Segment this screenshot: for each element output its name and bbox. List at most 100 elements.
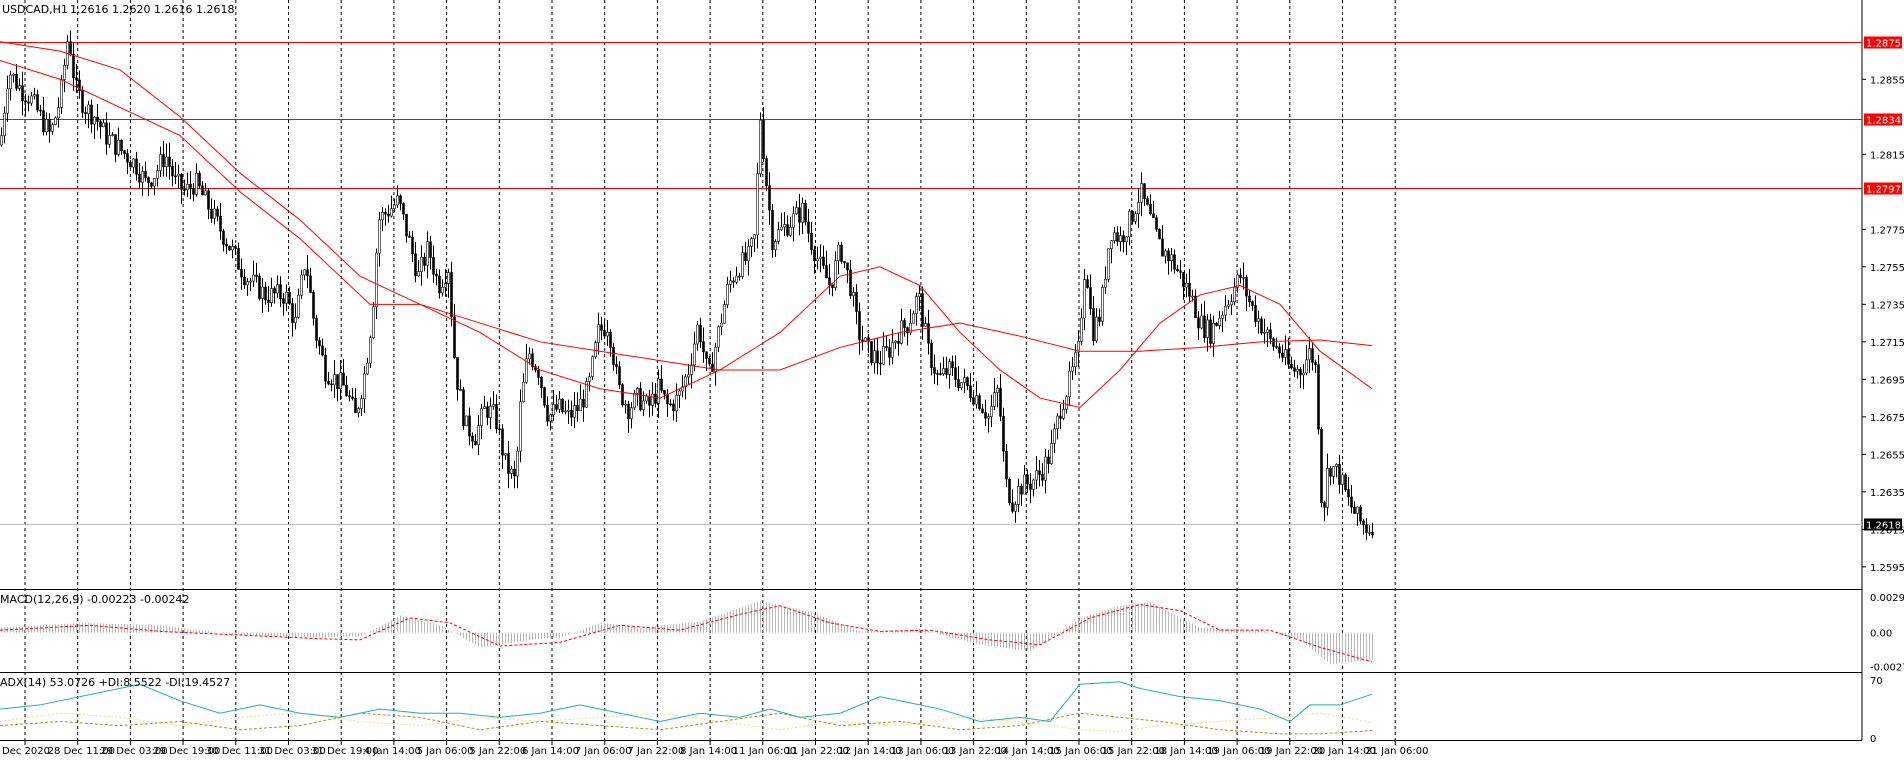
- candle-body: [687, 374, 690, 378]
- candle-body: [1218, 318, 1221, 326]
- candle-body: [645, 395, 648, 402]
- candle-body: [1077, 341, 1080, 353]
- candle-body: [606, 331, 609, 337]
- ohlc-readout: 1.2616 1.2620 1.2616 1.2618: [70, 3, 234, 16]
- candle-body: [189, 183, 192, 189]
- price-tick-label: 1.2655: [1870, 450, 1904, 461]
- candle-body: [1071, 366, 1074, 372]
- price-tick-label: 1.2755: [1870, 263, 1904, 274]
- candle-body: [114, 134, 117, 155]
- candle-body: [837, 244, 840, 262]
- candle-body: [1173, 254, 1176, 270]
- candle-body: [1155, 217, 1158, 230]
- candle-body: [567, 410, 570, 412]
- candle-body: [495, 404, 498, 430]
- candle-body: [1044, 456, 1047, 481]
- candle-body: [309, 275, 312, 293]
- candle-body: [789, 226, 792, 236]
- candle-body: [45, 119, 48, 133]
- candle-body: [804, 202, 807, 223]
- candle-body: [1332, 466, 1335, 477]
- candle-body: [555, 404, 558, 410]
- candle-body: [1170, 254, 1173, 262]
- candle-body: [1104, 279, 1107, 288]
- candle-body: [330, 383, 333, 386]
- candle-body: [351, 396, 354, 399]
- candle-body: [60, 79, 63, 108]
- candle-body: [228, 245, 231, 251]
- candle-body: [750, 238, 753, 247]
- candle-body: [1308, 348, 1311, 361]
- candle-body: [963, 377, 966, 383]
- candle-body: [243, 276, 246, 286]
- candle-body: [405, 213, 408, 237]
- candle-body: [915, 296, 918, 314]
- price-tick-label: 1.2855: [1870, 75, 1904, 86]
- candle-body: [636, 388, 639, 394]
- macd-pane: [0, 591, 1862, 671]
- candle-body: [1203, 315, 1206, 338]
- candle-body: [6, 88, 9, 114]
- candle-body: [1356, 506, 1359, 514]
- candle-body: [1275, 346, 1278, 348]
- candle-body: [12, 73, 15, 76]
- candle-body: [162, 154, 165, 167]
- candle-body: [1089, 287, 1092, 309]
- candle-body: [678, 390, 681, 396]
- candle-body: [792, 213, 795, 228]
- candle-body: [681, 386, 684, 392]
- price-tick-label: 1.2775: [1870, 225, 1904, 236]
- candle-body: [795, 207, 798, 214]
- candle-body: [177, 173, 180, 177]
- candle-body: [1134, 213, 1137, 222]
- time-label: 5 Jan 22:00: [469, 746, 526, 757]
- candle-body: [609, 331, 612, 348]
- candle-body: [156, 170, 159, 179]
- candle-body: [261, 286, 264, 299]
- candle-body: [1110, 240, 1113, 249]
- candle-body: [3, 112, 6, 137]
- time-label: 19 Jan 06:00: [1207, 746, 1270, 757]
- candle-body: [1266, 329, 1269, 333]
- candle-body: [462, 389, 465, 427]
- candle-body: [570, 410, 573, 418]
- candle-body: [594, 342, 597, 358]
- candle-body: [171, 166, 174, 177]
- candle-body: [720, 322, 723, 327]
- candle-body: [504, 453, 507, 456]
- candle-body: [894, 340, 897, 343]
- candle-body: [1197, 317, 1200, 329]
- time-label: 19 Jan 22:00: [1260, 746, 1323, 757]
- time-label: 6 Jan 14:00: [522, 746, 579, 757]
- candle-body: [1296, 368, 1299, 372]
- candle-body: [264, 286, 267, 301]
- candle-body: [768, 185, 771, 211]
- candle-body: [1371, 531, 1374, 536]
- candles: [0, 30, 1374, 541]
- candle-body: [960, 382, 963, 388]
- candle-body: [1359, 506, 1362, 522]
- candle-body: [834, 260, 837, 288]
- candle-body: [1128, 210, 1131, 238]
- candle-body: [702, 341, 705, 353]
- candle-body: [411, 237, 414, 255]
- candle-body: [1212, 322, 1215, 344]
- candle-body: [234, 246, 237, 249]
- candle-body: [1335, 463, 1338, 467]
- candle-body: [957, 379, 960, 388]
- candle-body: [489, 406, 492, 418]
- candle-body: [690, 364, 693, 375]
- candle-body: [468, 415, 471, 437]
- candle-body: [1146, 198, 1149, 205]
- candle-body: [1287, 349, 1290, 365]
- candle-body: [354, 397, 357, 414]
- candle-body: [1338, 463, 1341, 485]
- candle-body: [540, 377, 543, 388]
- candle-body: [867, 337, 870, 342]
- candle-body: [966, 377, 969, 387]
- candle-body: [1182, 272, 1185, 288]
- candle-body: [807, 221, 810, 234]
- candle-body: [981, 408, 984, 413]
- horizontal-levels: 1.2875 1.2834 1.2797 1.2618: [0, 36, 1902, 532]
- candle-body: [390, 208, 393, 217]
